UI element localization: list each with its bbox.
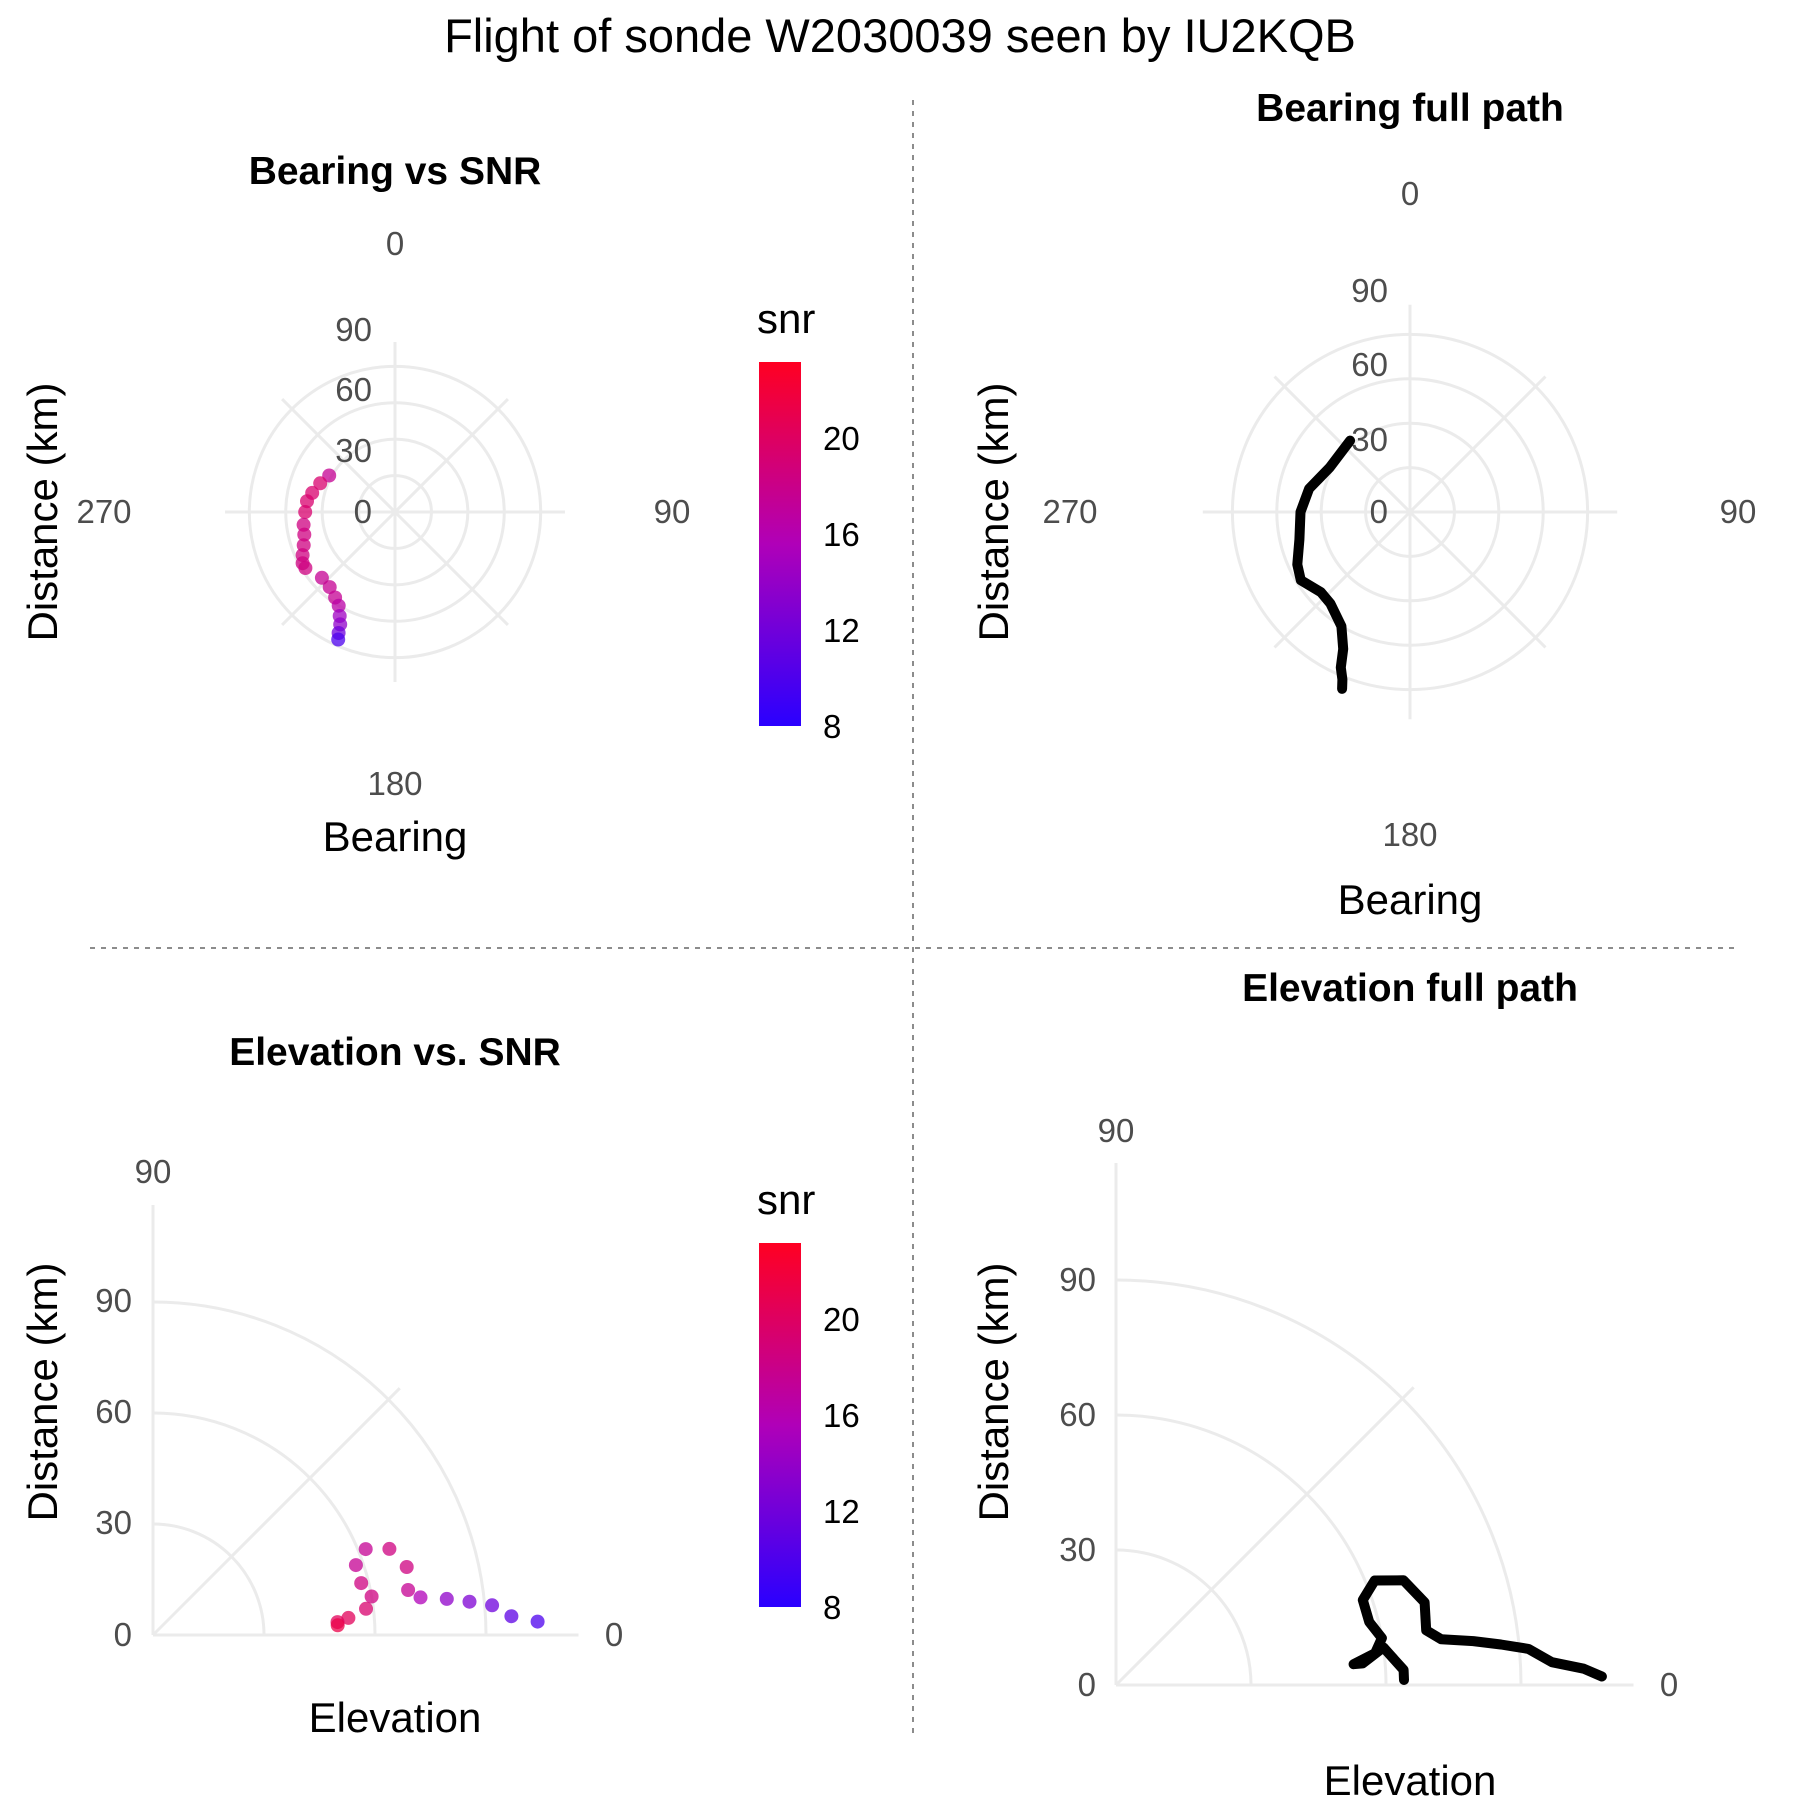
legend-tick-20: 20 <box>823 420 860 457</box>
grid-spoke-225 <box>281 510 397 626</box>
data-point <box>331 598 346 613</box>
angle-tick-0: 0 <box>605 1616 623 1653</box>
data-point <box>354 1576 369 1591</box>
data-point <box>298 505 313 519</box>
angle-tick-0: 0 <box>386 225 404 262</box>
legend-tick-20: 20 <box>823 1301 860 1338</box>
angle-tick-0: 0 <box>1401 175 1419 212</box>
radius-tick-0: 0 <box>1078 1666 1096 1703</box>
x-axis-label: Elevation <box>1324 1757 1497 1800</box>
data-point <box>300 494 314 509</box>
data-point <box>298 561 313 575</box>
legend-tick-8: 8 <box>823 708 841 745</box>
panel-bearing-vs-snr: Bearing vs SNR 0 90 180 270 0 30 60 90 B… <box>19 150 860 860</box>
grid-spoke-135 <box>1408 510 1547 649</box>
legend-colorbar <box>759 362 801 726</box>
angle-tick-180: 180 <box>1382 816 1437 853</box>
data-point <box>364 1589 379 1604</box>
radius-tick-90: 90 <box>1351 272 1388 309</box>
legend-tick-12: 12 <box>823 612 860 649</box>
radius-tick-0: 0 <box>354 493 372 530</box>
grid-spoke-45 <box>393 398 509 514</box>
angle-tick-270: 270 <box>1042 493 1097 530</box>
data-point <box>330 1618 345 1633</box>
path-line <box>1292 435 1356 694</box>
grid-spoke-45 <box>1114 1386 1415 1687</box>
data-point <box>485 1598 500 1613</box>
y-axis-label: Distance (km) <box>19 382 66 641</box>
data-point <box>413 1590 428 1605</box>
data-point <box>399 1560 414 1574</box>
radius-tick-30: 30 <box>1059 1531 1096 1568</box>
angle-tick-270: 270 <box>76 493 131 530</box>
radius-tick-30: 30 <box>335 432 372 469</box>
grid-spoke-45 <box>151 1387 401 1637</box>
angle-tick-0: 0 <box>1660 1666 1678 1703</box>
radius-tick-90: 90 <box>95 1282 132 1319</box>
angle-tick-90: 90 <box>135 1153 172 1190</box>
panel-title: Bearing full path <box>1256 87 1564 130</box>
data-point <box>341 1610 356 1625</box>
radius-tick-60: 60 <box>1059 1396 1096 1433</box>
polar-grid <box>151 1205 579 1637</box>
legend-tick-8: 8 <box>823 1589 841 1626</box>
radius-tick-0: 0 <box>1370 493 1388 530</box>
radius-tick-90: 90 <box>335 311 372 348</box>
radius-tick-0: 0 <box>114 1616 132 1653</box>
panel-elevation-vs-snr: Elevation vs. SNR 90 0 0 30 60 90 Elevat… <box>19 1031 860 1741</box>
data-point <box>313 476 328 491</box>
polar-grid <box>1114 1163 1634 1687</box>
data-point <box>504 1609 519 1624</box>
angle-tick-180: 180 <box>367 765 422 802</box>
radius-tick-30: 30 <box>1351 421 1388 458</box>
panel-elevation-full-path: Elevation full path 90 0 0 30 60 90 Elev… <box>970 967 1678 1800</box>
panel-bearing-full-path: Bearing full path 0 90 180 270 0 30 60 9… <box>970 87 1756 923</box>
figure-title: Flight of sonde W2030039 seen by IU2KQB <box>444 9 1356 62</box>
legend-colorbar <box>759 1243 801 1607</box>
grid-spoke-135 <box>393 510 509 626</box>
data-point <box>358 1542 373 1557</box>
x-axis-label: Bearing <box>323 813 468 860</box>
polar-grid <box>1202 304 1618 720</box>
grid-spoke-315 <box>281 398 397 514</box>
data-point <box>331 632 346 647</box>
legend-tick-12: 12 <box>823 1493 860 1530</box>
polar-grid <box>225 342 565 682</box>
grid-spoke-225 <box>1273 510 1412 649</box>
data-point <box>322 580 337 595</box>
grid-spoke-45 <box>1408 375 1547 514</box>
legend-title: snr <box>757 1176 815 1223</box>
data-point <box>314 570 329 585</box>
radius-tick-30: 30 <box>95 1504 132 1541</box>
radius-tick-60: 60 <box>1351 346 1388 383</box>
radius-tick-60: 60 <box>95 1393 132 1430</box>
angle-tick-90: 90 <box>654 493 691 530</box>
data-point <box>530 1614 545 1629</box>
angle-tick-90: 90 <box>1098 1112 1135 1149</box>
data-point <box>382 1541 397 1556</box>
path-line <box>1348 1575 1607 1685</box>
legend-title: snr <box>757 295 815 342</box>
y-axis-label: Distance (km) <box>970 382 1017 641</box>
data-point <box>401 1583 416 1597</box>
x-axis-label: Bearing <box>1338 876 1483 923</box>
data-point <box>348 1558 363 1573</box>
angle-tick-90: 90 <box>1720 493 1757 530</box>
legend-tick-16: 16 <box>823 1397 860 1434</box>
data-point <box>359 1601 373 1616</box>
radius-tick-90: 90 <box>1059 1261 1096 1298</box>
legend-tick-16: 16 <box>823 516 860 553</box>
y-axis-label: Distance (km) <box>970 1262 1017 1521</box>
data-point <box>462 1594 477 1609</box>
panel-title: Bearing vs SNR <box>249 150 542 193</box>
data-point <box>439 1591 454 1606</box>
radius-tick-60: 60 <box>335 371 372 408</box>
y-axis-label: Distance (km) <box>19 1262 66 1521</box>
x-axis-label: Elevation <box>309 1694 482 1741</box>
panel-title: Elevation vs. SNR <box>229 1031 561 1074</box>
panel-title: Elevation full path <box>1242 967 1578 1010</box>
data-point <box>297 527 312 542</box>
